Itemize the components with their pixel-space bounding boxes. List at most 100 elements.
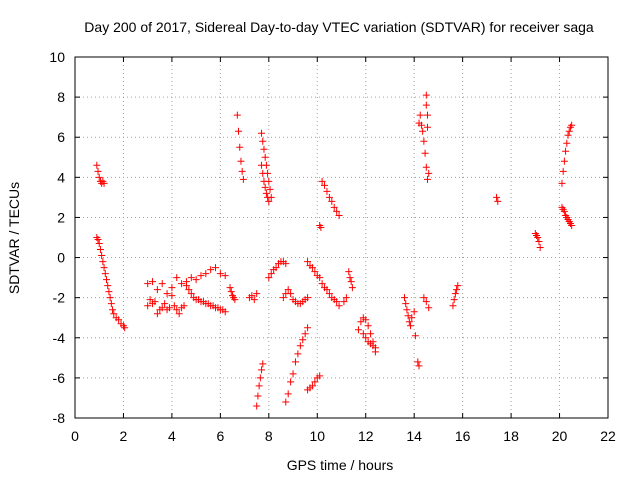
data-point (330, 203, 338, 211)
data-point (180, 302, 188, 310)
data-point (450, 296, 458, 304)
data-point (422, 101, 430, 109)
data-point (158, 304, 166, 312)
data-point (414, 358, 422, 366)
data-point (256, 374, 264, 382)
data-point (239, 175, 247, 183)
data-point (95, 240, 103, 248)
data-point (411, 332, 419, 340)
data-point (419, 127, 427, 135)
data-point (335, 211, 343, 219)
data-point (563, 139, 571, 147)
data-point (253, 402, 261, 410)
data-point (106, 294, 114, 302)
data-point (357, 318, 365, 326)
data-point (364, 322, 372, 330)
data-point (197, 272, 205, 280)
y-tick-label: 2 (57, 209, 65, 225)
data-point (345, 268, 353, 276)
data-point (235, 127, 243, 135)
data-point (424, 123, 432, 131)
data-point (405, 318, 413, 326)
data-point (121, 324, 129, 332)
y-tick-label: -6 (53, 370, 66, 386)
data-point (101, 270, 109, 278)
data-point (175, 310, 183, 318)
series-arc-ad (531, 229, 544, 252)
data-points (93, 91, 576, 410)
plot-frame (74, 56, 609, 419)
data-point (494, 197, 502, 205)
data-point (221, 272, 229, 280)
data-point (565, 127, 573, 135)
data-point (149, 278, 157, 286)
data-point (266, 185, 274, 193)
series-arc-n (304, 258, 324, 282)
data-point (100, 179, 108, 187)
series-arc-a (93, 161, 108, 187)
x-tick-label: 20 (552, 428, 568, 444)
ticks: 0 2 4 6 8 10 12 14 16 18 20 22 -8 -6 -4 -2 0 2 4 6 8 10 (49, 49, 616, 444)
data-point (425, 304, 433, 312)
data-point (454, 282, 462, 290)
x-tick-label: 0 (71, 428, 79, 444)
series-arc-d (144, 264, 229, 298)
data-point (279, 294, 287, 302)
series-arc-i (258, 161, 273, 205)
data-point (158, 280, 166, 288)
data-point (265, 197, 273, 205)
x-tick-label: 22 (600, 428, 616, 444)
series-arc-c (144, 282, 229, 318)
data-point (146, 296, 154, 304)
data-point (362, 334, 370, 342)
data-point (291, 358, 299, 366)
data-point (403, 306, 411, 314)
data-point (238, 167, 246, 175)
data-point (187, 274, 195, 282)
data-point (564, 131, 572, 139)
data-point (333, 298, 341, 306)
data-point (115, 316, 123, 324)
data-point (163, 290, 171, 298)
y-tick-label: 6 (57, 129, 65, 145)
y-tick-label: -2 (53, 290, 66, 306)
data-point (407, 322, 415, 330)
series-arc-ab (449, 282, 462, 310)
data-point (237, 157, 245, 165)
series-arc-l (279, 286, 312, 308)
data-point (362, 316, 370, 324)
data-point (95, 173, 103, 181)
data-point (333, 207, 341, 215)
y-tick-label: 10 (49, 49, 65, 65)
y-tick-label: 0 (57, 250, 65, 266)
data-point (153, 310, 161, 318)
data-point (304, 324, 312, 332)
data-point (261, 183, 269, 191)
data-point (535, 238, 543, 246)
data-point (248, 292, 256, 300)
x-tick-label: 16 (455, 428, 471, 444)
data-point (311, 268, 319, 276)
data-point (254, 392, 262, 400)
data-point (420, 294, 428, 302)
data-point (282, 260, 290, 268)
data-point (207, 266, 215, 274)
data-point (425, 169, 433, 177)
data-point (110, 310, 118, 318)
series-arc-y (415, 111, 432, 183)
data-point (221, 308, 229, 316)
data-point (265, 274, 273, 282)
data-point (560, 207, 568, 215)
data-point (165, 304, 173, 312)
data-point (253, 290, 261, 298)
data-point (153, 286, 161, 294)
data-point (258, 366, 266, 374)
x-tick-label: 12 (358, 428, 374, 444)
data-point (317, 223, 325, 231)
data-point (316, 274, 324, 282)
y-axis-label: SDTVAR / TECUs (6, 182, 22, 294)
data-point (410, 308, 418, 316)
data-point (402, 300, 410, 308)
data-point (560, 157, 568, 165)
